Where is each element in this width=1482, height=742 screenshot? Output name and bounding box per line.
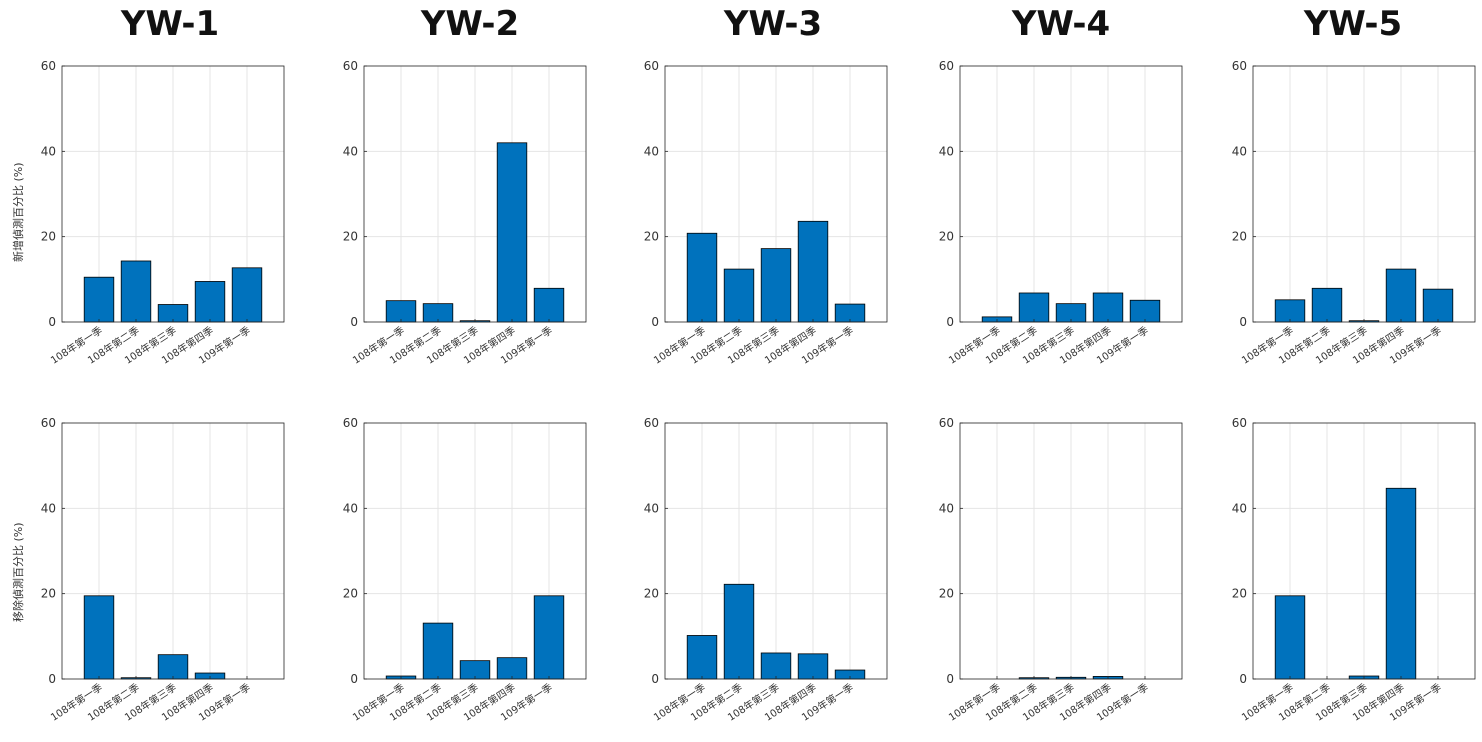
column-title-yw5: YW-5 bbox=[1303, 4, 1403, 44]
chart-panel: 0204060108年第一季108年第二季108年第三季108年第四季109年第… bbox=[1232, 416, 1476, 724]
chart-panel: 0204060108年第一季108年第二季108年第三季108年第四季109年第… bbox=[1232, 59, 1476, 367]
y-tick-label: 40 bbox=[1232, 501, 1247, 515]
y-tick-label: 0 bbox=[651, 315, 659, 329]
bar bbox=[533, 595, 565, 680]
y-tick-label: 20 bbox=[1232, 587, 1247, 601]
y-tick-label: 40 bbox=[1232, 144, 1247, 158]
bar bbox=[157, 654, 189, 680]
column-title-yw1: YW-1 bbox=[120, 4, 220, 44]
chart-panel: 0204060108年第一季108年第二季108年第三季108年第四季109年第… bbox=[343, 59, 587, 367]
bar bbox=[231, 267, 263, 323]
y-tick-label: 20 bbox=[939, 587, 954, 601]
y-tick-label: 0 bbox=[1239, 672, 1247, 686]
y-tick-label: 40 bbox=[41, 501, 56, 515]
bar bbox=[1422, 288, 1454, 323]
bar bbox=[533, 287, 565, 323]
y-tick-label: 40 bbox=[343, 144, 358, 158]
y-tick-label: 20 bbox=[343, 230, 358, 244]
column-title-yw4: YW-4 bbox=[1011, 4, 1111, 44]
y-tick-label: 40 bbox=[644, 144, 659, 158]
bar bbox=[120, 260, 152, 323]
y-tick-label: 60 bbox=[343, 59, 358, 73]
y-tick-label: 40 bbox=[644, 501, 659, 515]
chart-panel: 0204060108年第一季108年第二季108年第三季108年第四季109年第… bbox=[939, 59, 1183, 367]
bar bbox=[1092, 292, 1124, 323]
chart-panel: 0204060108年第一季108年第二季108年第三季108年第四季109年第… bbox=[644, 59, 888, 367]
y-tick-label: 40 bbox=[41, 144, 56, 158]
bar bbox=[194, 281, 226, 323]
bar bbox=[1018, 292, 1050, 323]
y-tick-label: 0 bbox=[1239, 315, 1247, 329]
y-tick-label: 20 bbox=[939, 230, 954, 244]
bar bbox=[83, 276, 115, 323]
y-tick-label: 40 bbox=[939, 501, 954, 515]
column-title-yw3: YW-3 bbox=[723, 4, 823, 44]
y-tick-label: 60 bbox=[644, 59, 659, 73]
y-tick-label: 0 bbox=[350, 315, 358, 329]
y-tick-label: 0 bbox=[48, 315, 56, 329]
y-tick-label: 0 bbox=[946, 672, 954, 686]
bar bbox=[1274, 595, 1306, 680]
y-tick-label: 40 bbox=[343, 501, 358, 515]
bar bbox=[797, 653, 829, 680]
bar bbox=[723, 583, 755, 680]
y-tick-label: 0 bbox=[651, 672, 659, 686]
chart-panel: 0204060108年第一季108年第二季108年第三季108年第四季109年第… bbox=[644, 416, 888, 724]
bar bbox=[797, 220, 829, 323]
bar bbox=[385, 300, 417, 323]
y-tick-label: 60 bbox=[41, 416, 56, 430]
bar bbox=[1385, 268, 1417, 323]
y-tick-label: 60 bbox=[41, 59, 56, 73]
bar bbox=[1274, 299, 1306, 323]
chart-panel: 0204060108年第一季108年第二季108年第三季108年第四季109年第… bbox=[41, 59, 285, 367]
y-tick-label: 0 bbox=[946, 315, 954, 329]
bar bbox=[686, 635, 718, 680]
y-tick-label: 20 bbox=[41, 230, 56, 244]
bar bbox=[83, 595, 115, 680]
bar bbox=[760, 248, 792, 323]
y-tick-label: 0 bbox=[48, 672, 56, 686]
y-tick-label: 0 bbox=[350, 672, 358, 686]
column-title-yw2: YW-2 bbox=[420, 4, 520, 44]
y-tick-label: 20 bbox=[41, 587, 56, 601]
bar bbox=[1385, 487, 1417, 680]
y-tick-label: 20 bbox=[343, 587, 358, 601]
y-tick-label: 60 bbox=[939, 59, 954, 73]
chart-panel: 0204060108年第一季108年第二季108年第三季108年第四季109年第… bbox=[41, 416, 285, 724]
bar bbox=[496, 657, 528, 680]
y-tick-label: 60 bbox=[1232, 59, 1247, 73]
bar bbox=[686, 232, 718, 323]
y-tick-label: 60 bbox=[343, 416, 358, 430]
y-tick-label: 40 bbox=[939, 144, 954, 158]
bar bbox=[422, 622, 454, 680]
y-tick-label: 60 bbox=[939, 416, 954, 430]
bar bbox=[1311, 287, 1343, 323]
y-tick-label: 60 bbox=[644, 416, 659, 430]
chart-panel: 0204060108年第一季108年第二季108年第三季108年第四季109年第… bbox=[343, 416, 587, 724]
y-tick-label: 20 bbox=[644, 587, 659, 601]
y-tick-label: 20 bbox=[1232, 230, 1247, 244]
bar bbox=[723, 268, 755, 323]
bar bbox=[1129, 299, 1161, 323]
bar bbox=[760, 652, 792, 680]
y-tick-label: 60 bbox=[1232, 416, 1247, 430]
bar bbox=[496, 142, 528, 323]
chart-panel: 0204060108年第一季108年第二季108年第三季108年第四季109年第… bbox=[939, 416, 1183, 724]
y-tick-label: 20 bbox=[644, 230, 659, 244]
